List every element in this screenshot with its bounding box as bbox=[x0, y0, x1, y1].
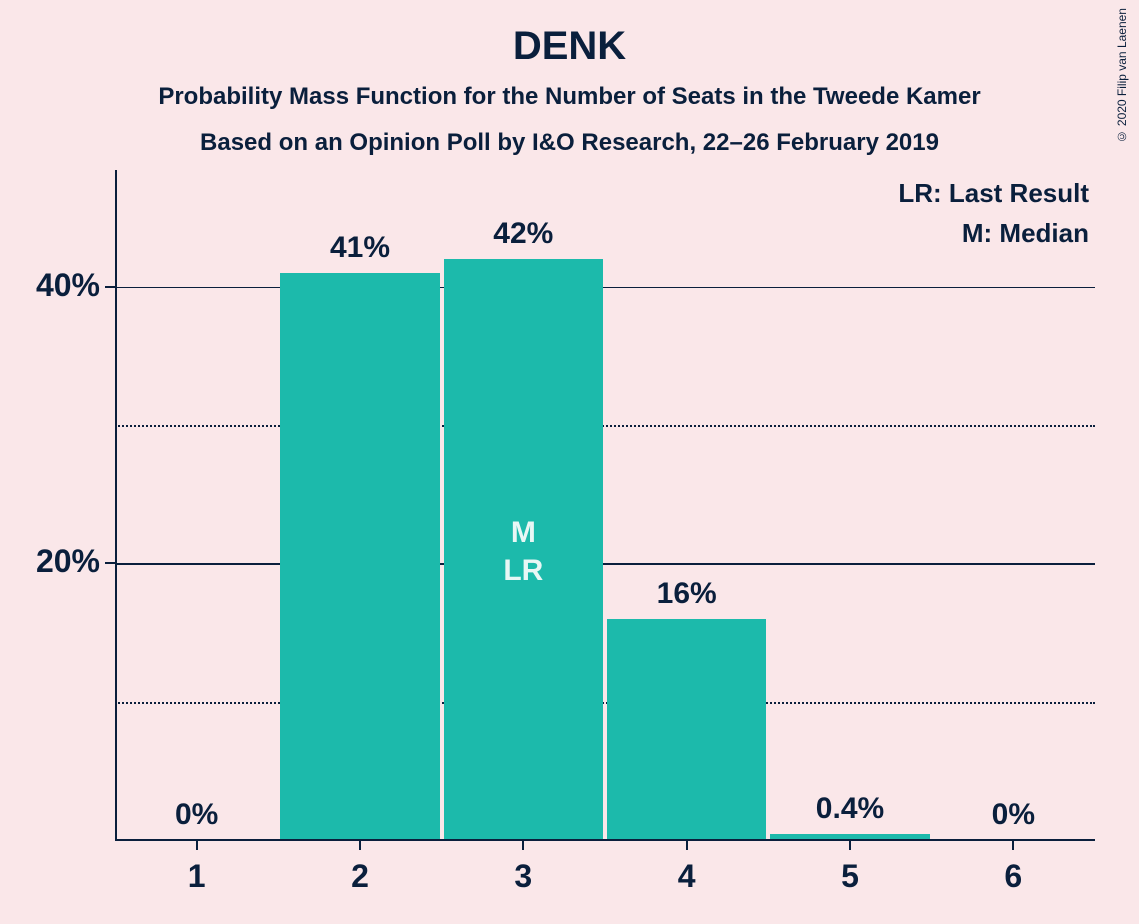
x-tick-label: 1 bbox=[117, 858, 276, 895]
x-tick-label: 6 bbox=[934, 858, 1093, 895]
x-tick bbox=[686, 840, 688, 850]
legend-median: M: Median bbox=[962, 218, 1089, 249]
chart-container: DENK Probability Mass Function for the Nu… bbox=[0, 0, 1139, 924]
bar bbox=[444, 259, 603, 840]
titles-block: DENK Probability Mass Function for the Nu… bbox=[0, 24, 1139, 157]
x-axis bbox=[115, 839, 1095, 841]
last-result-marker: LR bbox=[444, 554, 603, 588]
y-tick-label: 20% bbox=[15, 543, 100, 580]
y-axis bbox=[115, 170, 117, 840]
y-tick-label: 40% bbox=[15, 267, 100, 304]
bar-value-label: 16% bbox=[607, 577, 766, 611]
x-tick bbox=[359, 840, 361, 850]
bar-value-label: 0.4% bbox=[770, 792, 929, 826]
bar-value-label: 41% bbox=[280, 231, 439, 265]
minor-gridline bbox=[115, 702, 1095, 704]
x-tick bbox=[522, 840, 524, 850]
bar bbox=[280, 273, 439, 840]
legend-last-result: LR: Last Result bbox=[898, 178, 1089, 209]
bar-value-label: 0% bbox=[934, 798, 1093, 832]
y-tick bbox=[105, 562, 115, 564]
median-marker: M bbox=[444, 516, 603, 550]
copyright-text: © 2020 Filip van Laenen bbox=[1115, 8, 1129, 143]
x-tick bbox=[1012, 840, 1014, 850]
chart-title: DENK bbox=[0, 24, 1139, 69]
bar bbox=[607, 619, 766, 840]
x-tick-label: 2 bbox=[280, 858, 439, 895]
chart-subtitle-1: Probability Mass Function for the Number… bbox=[0, 83, 1139, 111]
bar-value-label: 0% bbox=[117, 798, 276, 832]
minor-gridline bbox=[115, 425, 1095, 427]
y-tick bbox=[105, 286, 115, 288]
plot-area: 20%40%0%141%242%316%40.4%50%6MLRLR: Last… bbox=[115, 190, 1095, 840]
bar-value-label: 42% bbox=[444, 217, 603, 251]
x-tick bbox=[849, 840, 851, 850]
chart-subtitle-2: Based on an Opinion Poll by I&O Research… bbox=[0, 129, 1139, 157]
x-tick-label: 4 bbox=[607, 858, 766, 895]
x-tick-label: 5 bbox=[770, 858, 929, 895]
x-tick-label: 3 bbox=[444, 858, 603, 895]
major-gridline bbox=[115, 287, 1095, 289]
x-tick bbox=[196, 840, 198, 850]
major-gridline bbox=[115, 563, 1095, 565]
